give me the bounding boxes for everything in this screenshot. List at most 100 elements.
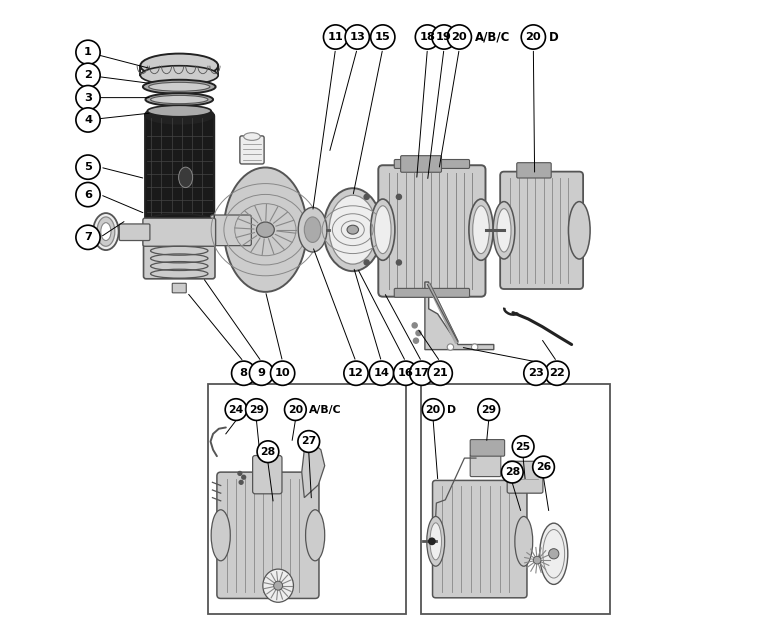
Ellipse shape: [143, 80, 216, 94]
Ellipse shape: [243, 133, 260, 140]
FancyBboxPatch shape: [211, 215, 251, 246]
Text: 22: 22: [549, 368, 565, 378]
Circle shape: [512, 436, 534, 457]
Ellipse shape: [101, 223, 111, 241]
Ellipse shape: [256, 222, 275, 237]
Circle shape: [414, 338, 418, 343]
FancyBboxPatch shape: [240, 136, 264, 164]
Circle shape: [533, 456, 555, 478]
Bar: [421, 384, 610, 614]
Circle shape: [501, 461, 523, 483]
Circle shape: [416, 330, 421, 336]
Circle shape: [242, 475, 246, 479]
Text: 20: 20: [288, 404, 303, 415]
Circle shape: [271, 361, 295, 385]
Circle shape: [76, 155, 100, 179]
Ellipse shape: [145, 214, 214, 230]
Text: 7: 7: [84, 232, 92, 242]
FancyBboxPatch shape: [433, 480, 527, 598]
Text: 21: 21: [433, 368, 448, 378]
Text: A/B/C: A/B/C: [310, 404, 342, 415]
Text: 20: 20: [526, 32, 541, 42]
Text: D: D: [446, 404, 456, 415]
FancyBboxPatch shape: [501, 172, 583, 289]
Circle shape: [231, 361, 256, 385]
Ellipse shape: [515, 516, 533, 566]
Ellipse shape: [140, 66, 218, 85]
Text: D: D: [549, 31, 559, 43]
Text: A/B/C: A/B/C: [475, 31, 510, 43]
Circle shape: [429, 538, 435, 544]
Text: 15: 15: [375, 32, 391, 42]
Ellipse shape: [145, 106, 214, 124]
Ellipse shape: [430, 523, 442, 560]
Ellipse shape: [329, 195, 376, 264]
Text: 3: 3: [84, 93, 92, 103]
Text: 29: 29: [249, 404, 264, 415]
Text: 25: 25: [516, 441, 531, 452]
Circle shape: [369, 361, 394, 385]
Ellipse shape: [539, 523, 568, 584]
Circle shape: [76, 225, 100, 249]
Ellipse shape: [375, 205, 391, 254]
Text: 26: 26: [536, 462, 551, 472]
Ellipse shape: [150, 95, 208, 104]
FancyBboxPatch shape: [394, 288, 469, 297]
Polygon shape: [301, 441, 325, 498]
Text: 20: 20: [426, 404, 441, 415]
Circle shape: [240, 480, 243, 484]
Ellipse shape: [211, 510, 230, 561]
Ellipse shape: [224, 168, 307, 292]
Ellipse shape: [324, 188, 382, 271]
Text: 13: 13: [349, 32, 365, 42]
Circle shape: [410, 361, 434, 385]
FancyBboxPatch shape: [401, 156, 442, 172]
Circle shape: [76, 63, 100, 87]
FancyBboxPatch shape: [172, 283, 186, 293]
Circle shape: [257, 441, 278, 463]
Circle shape: [225, 399, 247, 420]
Text: 16: 16: [398, 368, 414, 378]
FancyBboxPatch shape: [217, 472, 319, 598]
Circle shape: [76, 108, 100, 132]
Text: 12: 12: [348, 368, 364, 378]
Text: 5: 5: [84, 162, 92, 172]
Polygon shape: [425, 282, 494, 350]
Circle shape: [412, 323, 417, 328]
FancyBboxPatch shape: [470, 440, 504, 456]
Text: 9: 9: [258, 368, 266, 378]
Ellipse shape: [93, 213, 118, 250]
Circle shape: [250, 361, 274, 385]
Ellipse shape: [140, 54, 218, 78]
Ellipse shape: [568, 202, 590, 259]
Text: 4: 4: [84, 115, 92, 125]
Circle shape: [298, 431, 320, 452]
Text: 17: 17: [414, 368, 430, 378]
Bar: [208, 384, 406, 614]
Circle shape: [238, 471, 242, 475]
Circle shape: [394, 361, 418, 385]
Ellipse shape: [305, 510, 325, 561]
Text: 6: 6: [84, 189, 92, 200]
Circle shape: [432, 25, 456, 49]
Text: 29: 29: [481, 404, 496, 415]
FancyBboxPatch shape: [119, 224, 150, 241]
Circle shape: [76, 85, 100, 110]
Ellipse shape: [469, 199, 493, 260]
Ellipse shape: [347, 225, 359, 234]
Circle shape: [521, 25, 546, 49]
Circle shape: [447, 344, 453, 350]
Circle shape: [371, 25, 395, 49]
Circle shape: [472, 344, 478, 350]
Circle shape: [428, 361, 452, 385]
Polygon shape: [427, 283, 458, 343]
Text: 1: 1: [84, 47, 92, 57]
FancyBboxPatch shape: [394, 160, 469, 168]
Ellipse shape: [298, 207, 327, 252]
Circle shape: [364, 260, 369, 265]
Text: 11: 11: [327, 32, 343, 42]
Ellipse shape: [149, 82, 210, 91]
Circle shape: [274, 581, 282, 590]
Text: 2: 2: [84, 70, 92, 80]
Text: 23: 23: [528, 368, 544, 378]
